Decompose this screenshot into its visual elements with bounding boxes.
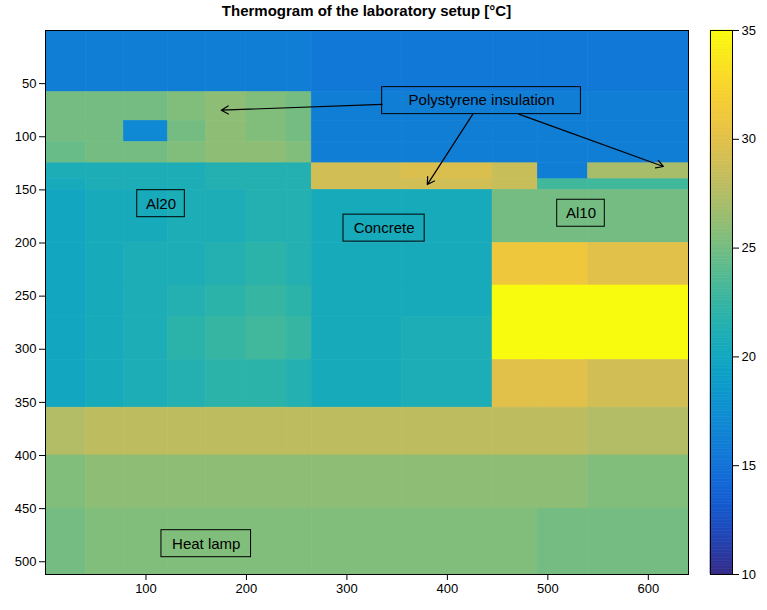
svg-text:250: 250 [15,288,37,303]
svg-text:200: 200 [236,581,258,596]
svg-text:30: 30 [742,131,756,146]
svg-text:600: 600 [637,581,659,596]
svg-text:Polystyrene insulation: Polystyrene insulation [409,91,555,108]
svg-text:400: 400 [15,448,37,463]
svg-text:35: 35 [742,23,756,38]
svg-text:50: 50 [22,76,36,91]
svg-text:Al10: Al10 [566,204,596,221]
svg-text:100: 100 [135,581,157,596]
svg-text:15: 15 [742,458,756,473]
svg-text:350: 350 [15,395,37,410]
html-text:Thermogram of the laboratory s: Thermogram of the laboratory setup [°C] [221,2,512,19]
svg-text:300: 300 [336,581,358,596]
svg-text:Heat lamp: Heat lamp [172,534,240,551]
svg-text:500: 500 [537,581,559,596]
svg-text:150: 150 [15,182,37,197]
svg-text:20: 20 [742,349,756,364]
svg-text:100: 100 [15,129,37,144]
svg-text:500: 500 [15,554,37,569]
svg-text:400: 400 [437,581,459,596]
svg-text:Al20: Al20 [146,194,176,211]
svg-text:300: 300 [15,341,37,356]
svg-text:450: 450 [15,501,37,516]
svg-text:25: 25 [742,240,756,255]
svg-text:10: 10 [742,567,756,582]
svg-text:Concrete: Concrete [354,219,415,236]
svg-text:200: 200 [15,235,37,250]
